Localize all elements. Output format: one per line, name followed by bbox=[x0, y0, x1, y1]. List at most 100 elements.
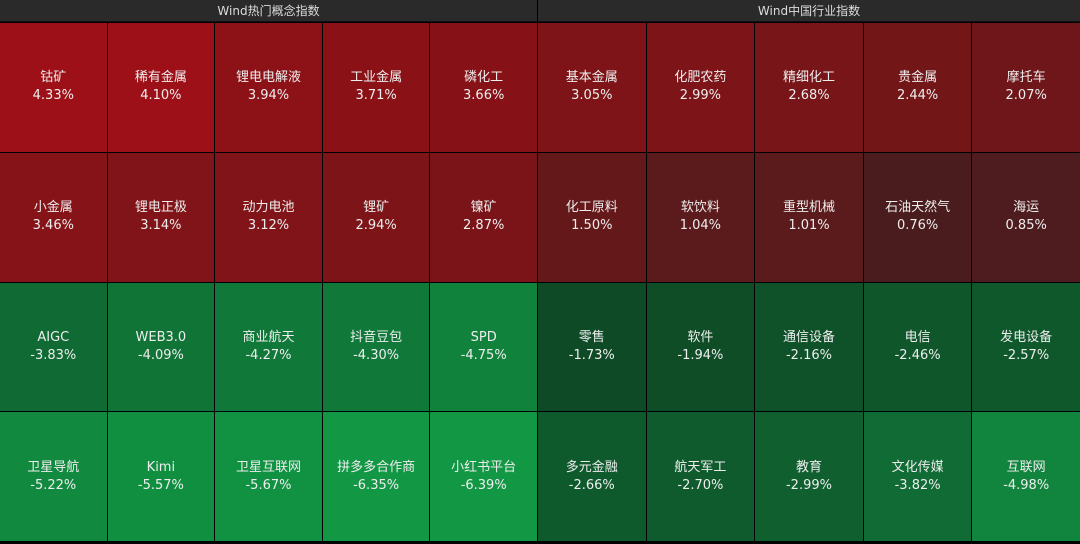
tile-change-percent: -6.35% bbox=[353, 477, 400, 493]
tile-name: 发电设备 bbox=[1000, 329, 1053, 345]
index-tile[interactable]: 石油天然气 0.76% bbox=[863, 152, 972, 282]
tile-change-percent: 1.04% bbox=[679, 218, 722, 234]
tile-name: 卫星互联网 bbox=[235, 459, 301, 475]
index-tile[interactable]: 贵金属 2.44% bbox=[863, 23, 972, 152]
tile-change-percent: 3.14% bbox=[140, 218, 182, 234]
tile-change-percent: 4.33% bbox=[32, 88, 74, 104]
tile-name: 贵金属 bbox=[898, 70, 938, 86]
index-tile[interactable]: Kimi -5.57% bbox=[107, 412, 215, 541]
index-tile[interactable]: 发电设备 -2.57% bbox=[972, 282, 1080, 412]
tile-name: 教育 bbox=[795, 459, 822, 475]
panel-title: Wind中国行业指数 bbox=[538, 0, 1080, 22]
index-tile[interactable]: 商业航天 -4.27% bbox=[215, 282, 322, 412]
index-tile[interactable]: 抖音豆包 -4.30% bbox=[322, 282, 430, 412]
index-tile[interactable]: 锂矿 2.94% bbox=[322, 152, 430, 282]
index-tile[interactable]: 钴矿 4.33% bbox=[0, 23, 107, 152]
index-tile[interactable]: 通信设备 -2.16% bbox=[755, 282, 863, 412]
tile-name: 化肥农药 bbox=[674, 70, 727, 86]
tile-name: 锂电正极 bbox=[134, 200, 187, 216]
index-tile[interactable]: AIGC -3.83% bbox=[0, 282, 107, 412]
tile-change-percent: -5.67% bbox=[245, 477, 292, 493]
index-tile[interactable]: WEB3.0 -4.09% bbox=[107, 282, 215, 412]
index-tile[interactable]: 小金属 3.46% bbox=[0, 152, 107, 282]
tile-name: 重型机械 bbox=[782, 200, 835, 216]
index-tile[interactable]: 稀有金属 4.10% bbox=[107, 23, 215, 152]
tile-change-percent: -4.98% bbox=[1003, 477, 1050, 493]
tile-name: 工业金属 bbox=[350, 70, 403, 86]
tile-change-percent: 2.87% bbox=[463, 218, 505, 234]
index-tile[interactable]: 磷化工 3.66% bbox=[430, 23, 537, 152]
tile-name: 互联网 bbox=[1006, 459, 1046, 475]
index-tile[interactable]: 卫星导航 -5.22% bbox=[0, 412, 107, 541]
tile-name: 软件 bbox=[687, 329, 714, 345]
tile-change-percent: 1.01% bbox=[788, 218, 830, 234]
tile-name: 化工原料 bbox=[565, 200, 618, 216]
concept-tile-grid: 钴矿 4.33% 稀有金属 4.10% 锂电电解液 3.94% 工业金属 3.71% 磷化工 3.… bbox=[0, 23, 537, 541]
tile-change-percent: -3.82% bbox=[894, 477, 941, 493]
index-tile[interactable]: SPD -4.75% bbox=[430, 282, 537, 412]
index-tile[interactable]: 教育 -2.99% bbox=[755, 412, 863, 541]
tile-name: SPD bbox=[470, 329, 497, 345]
index-tile[interactable]: 电信 -2.46% bbox=[863, 282, 972, 412]
tile-name: 稀有金属 bbox=[134, 70, 187, 86]
index-tile[interactable]: 小红书平台 -6.39% bbox=[430, 412, 537, 541]
tile-change-percent: -1.73% bbox=[568, 347, 615, 363]
tile-change-percent: 2.44% bbox=[896, 88, 939, 104]
index-tile[interactable]: 动力电池 3.12% bbox=[215, 152, 322, 282]
index-tile[interactable]: 海运 0.85% bbox=[972, 152, 1080, 282]
index-tile[interactable]: 航天军工 -2.70% bbox=[646, 412, 755, 541]
tile-change-percent: 3.66% bbox=[463, 88, 505, 104]
index-tile[interactable]: 化工原料 1.50% bbox=[538, 152, 646, 282]
tile-change-percent: 3.94% bbox=[247, 88, 290, 104]
index-tile[interactable]: 重型机械 1.01% bbox=[755, 152, 863, 282]
tile-change-percent: 3.12% bbox=[247, 218, 290, 234]
index-tile[interactable]: 文化传媒 -3.82% bbox=[863, 412, 972, 541]
industry-tile-grid: 基本金属 3.05% 化肥农药 2.99% 精细化工 2.68% 贵金属 2.44% 摩托车 2.… bbox=[538, 23, 1080, 541]
index-tile[interactable]: 摩托车 2.07% bbox=[972, 23, 1080, 152]
tile-name: WEB3.0 bbox=[135, 329, 187, 345]
tile-name: 拼多多合作商 bbox=[337, 459, 416, 475]
tile-change-percent: -3.83% bbox=[30, 347, 77, 363]
index-tile[interactable]: 工业金属 3.71% bbox=[322, 23, 430, 152]
tile-change-percent: 2.99% bbox=[679, 88, 722, 104]
tile-change-percent: -1.94% bbox=[677, 347, 724, 363]
tile-name: 电信 bbox=[904, 329, 931, 345]
tile-change-percent: -2.57% bbox=[1003, 347, 1050, 363]
tile-change-percent: -2.66% bbox=[568, 477, 615, 493]
tile-change-percent: -5.22% bbox=[30, 477, 77, 493]
index-tile[interactable]: 卫星互联网 -5.67% bbox=[215, 412, 322, 541]
index-tile[interactable]: 镍矿 2.87% bbox=[430, 152, 537, 282]
index-tile[interactable]: 多元金融 -2.66% bbox=[538, 412, 646, 541]
index-tile[interactable]: 锂电电解液 3.94% bbox=[215, 23, 322, 152]
index-tile[interactable]: 拼多多合作商 -6.35% bbox=[322, 412, 430, 541]
tile-name: 航天军工 bbox=[674, 459, 727, 475]
tile-change-percent: -4.30% bbox=[353, 347, 400, 363]
tile-change-percent: 2.68% bbox=[788, 88, 830, 104]
index-tile[interactable]: 软饮料 1.04% bbox=[646, 152, 755, 282]
index-tile[interactable]: 锂电正极 3.14% bbox=[107, 152, 215, 282]
index-tile[interactable]: 精细化工 2.68% bbox=[755, 23, 863, 152]
tile-name: 商业航天 bbox=[242, 329, 295, 345]
tile-change-percent: 1.50% bbox=[571, 218, 613, 234]
index-tile[interactable]: 互联网 -4.98% bbox=[972, 412, 1080, 541]
tile-name: 锂电电解液 bbox=[235, 70, 301, 86]
tile-name: 通信设备 bbox=[782, 329, 835, 345]
index-tile[interactable]: 化肥农药 2.99% bbox=[646, 23, 755, 152]
tile-name: 文化传媒 bbox=[891, 459, 944, 475]
index-tile[interactable]: 基本金属 3.05% bbox=[538, 23, 646, 152]
concept-index-panel: Wind热门概念指数 钴矿 4.33% 稀有金属 4.10% 锂电电解液 3.94% 工业金… bbox=[0, 0, 537, 544]
tile-change-percent: -2.70% bbox=[677, 477, 724, 493]
industry-index-panel: Wind中国行业指数 基本金属 3.05% 化肥农药 2.99% 精细化工 2.68% 贵金… bbox=[538, 0, 1080, 544]
tile-name: AIGC bbox=[37, 329, 70, 345]
tile-change-percent: 3.46% bbox=[32, 218, 74, 234]
index-tile[interactable]: 零售 -1.73% bbox=[538, 282, 646, 412]
tile-name: 多元金融 bbox=[565, 459, 618, 475]
tile-change-percent: -2.46% bbox=[894, 347, 941, 363]
tile-name: 海运 bbox=[1013, 200, 1040, 216]
tile-change-percent: 0.76% bbox=[896, 218, 939, 234]
tile-name: 精细化工 bbox=[782, 70, 835, 86]
tile-name: 镍矿 bbox=[470, 200, 497, 216]
tile-name: 石油天然气 bbox=[885, 200, 951, 216]
tile-name: 锂矿 bbox=[363, 200, 390, 216]
index-tile[interactable]: 软件 -1.94% bbox=[646, 282, 755, 412]
